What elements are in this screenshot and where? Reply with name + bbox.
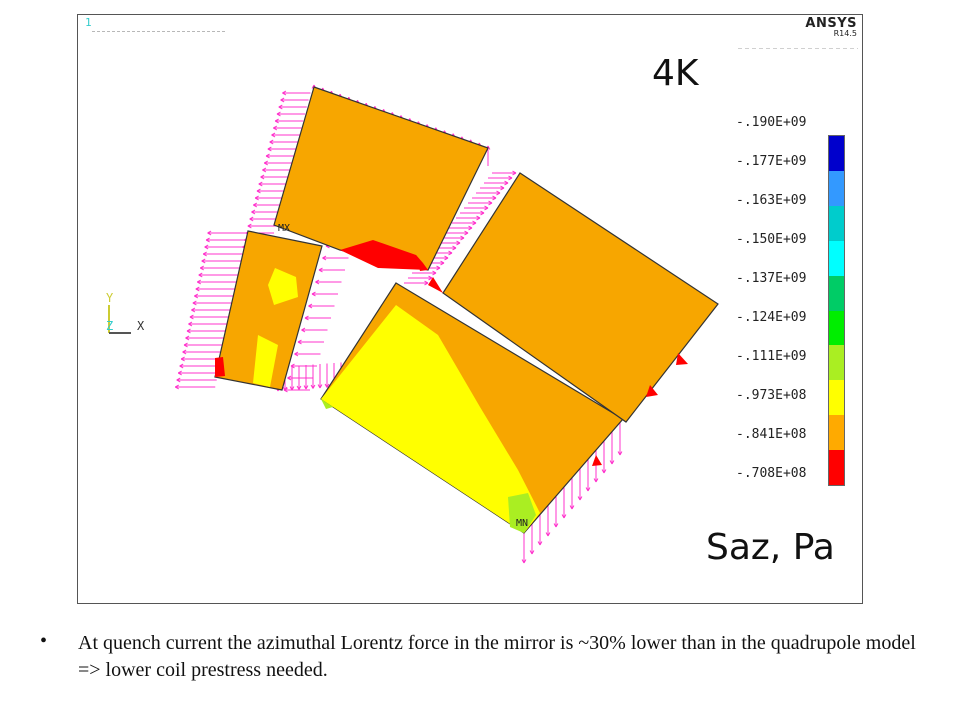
colorbar-swatch (829, 275, 844, 311)
colorbar-swatch (829, 310, 844, 346)
frame-number-underline (92, 31, 226, 32)
logo-version: R14.5 (833, 29, 857, 38)
axis-y-line (108, 305, 110, 333)
frame-number: 1 (85, 16, 92, 29)
bullet-icon: • (40, 630, 48, 652)
colorbar-swatch (829, 136, 844, 172)
axis-y-label: Y (106, 291, 114, 305)
legend-label: -.163E+09 (736, 193, 807, 208)
max-marker: MX (278, 223, 291, 234)
legend-label: -.177E+09 (736, 154, 807, 169)
axis-triad: Y Z X (102, 291, 152, 337)
colorbar-swatch (829, 240, 844, 277)
coil-block-top-left (273, 86, 489, 271)
axis-x-label: X (137, 319, 145, 333)
legend-label: -.973E+08 (736, 388, 807, 403)
legend-label: -.841E+08 (736, 427, 807, 442)
stress-contour-plot (175, 84, 719, 564)
colorbar-swatch (829, 380, 844, 416)
legend-label: -.111E+09 (736, 349, 807, 364)
legend-label: -.150E+09 (736, 232, 807, 247)
colorbar-swatch (829, 170, 844, 207)
fea-figure: 1 ANSYS R14.5 4K Saz, Pa -.190E+09 -.177E… (77, 14, 863, 604)
axis-z-label: Z (106, 319, 114, 333)
colorbar-swatch (829, 415, 844, 451)
quantity-label: Saz, Pa (706, 527, 835, 568)
colorbar-swatch (829, 205, 844, 242)
legend-label: -.124E+09 (736, 310, 807, 325)
legend-label: -.190E+09 (736, 115, 807, 130)
logo-name: ANSYS (805, 16, 857, 31)
coil-block-left (214, 230, 323, 391)
colorbar-swatch (829, 450, 844, 486)
legend-label: -.708E+08 (736, 466, 807, 481)
ansys-logo: ANSYS R14.5 (805, 17, 857, 38)
caption-text: At quench current the azimuthal Lorentz … (78, 632, 916, 681)
min-marker: MN (516, 518, 529, 529)
coil-block-right (428, 172, 719, 423)
logo-underline (738, 48, 858, 49)
legend-colorbar (828, 135, 845, 486)
colorbar-swatch (829, 345, 844, 381)
axis-x-line (109, 332, 131, 334)
coil-block-bottom (320, 282, 624, 534)
temperature-label: 4K (652, 53, 699, 94)
legend-label: -.137E+09 (736, 271, 807, 286)
